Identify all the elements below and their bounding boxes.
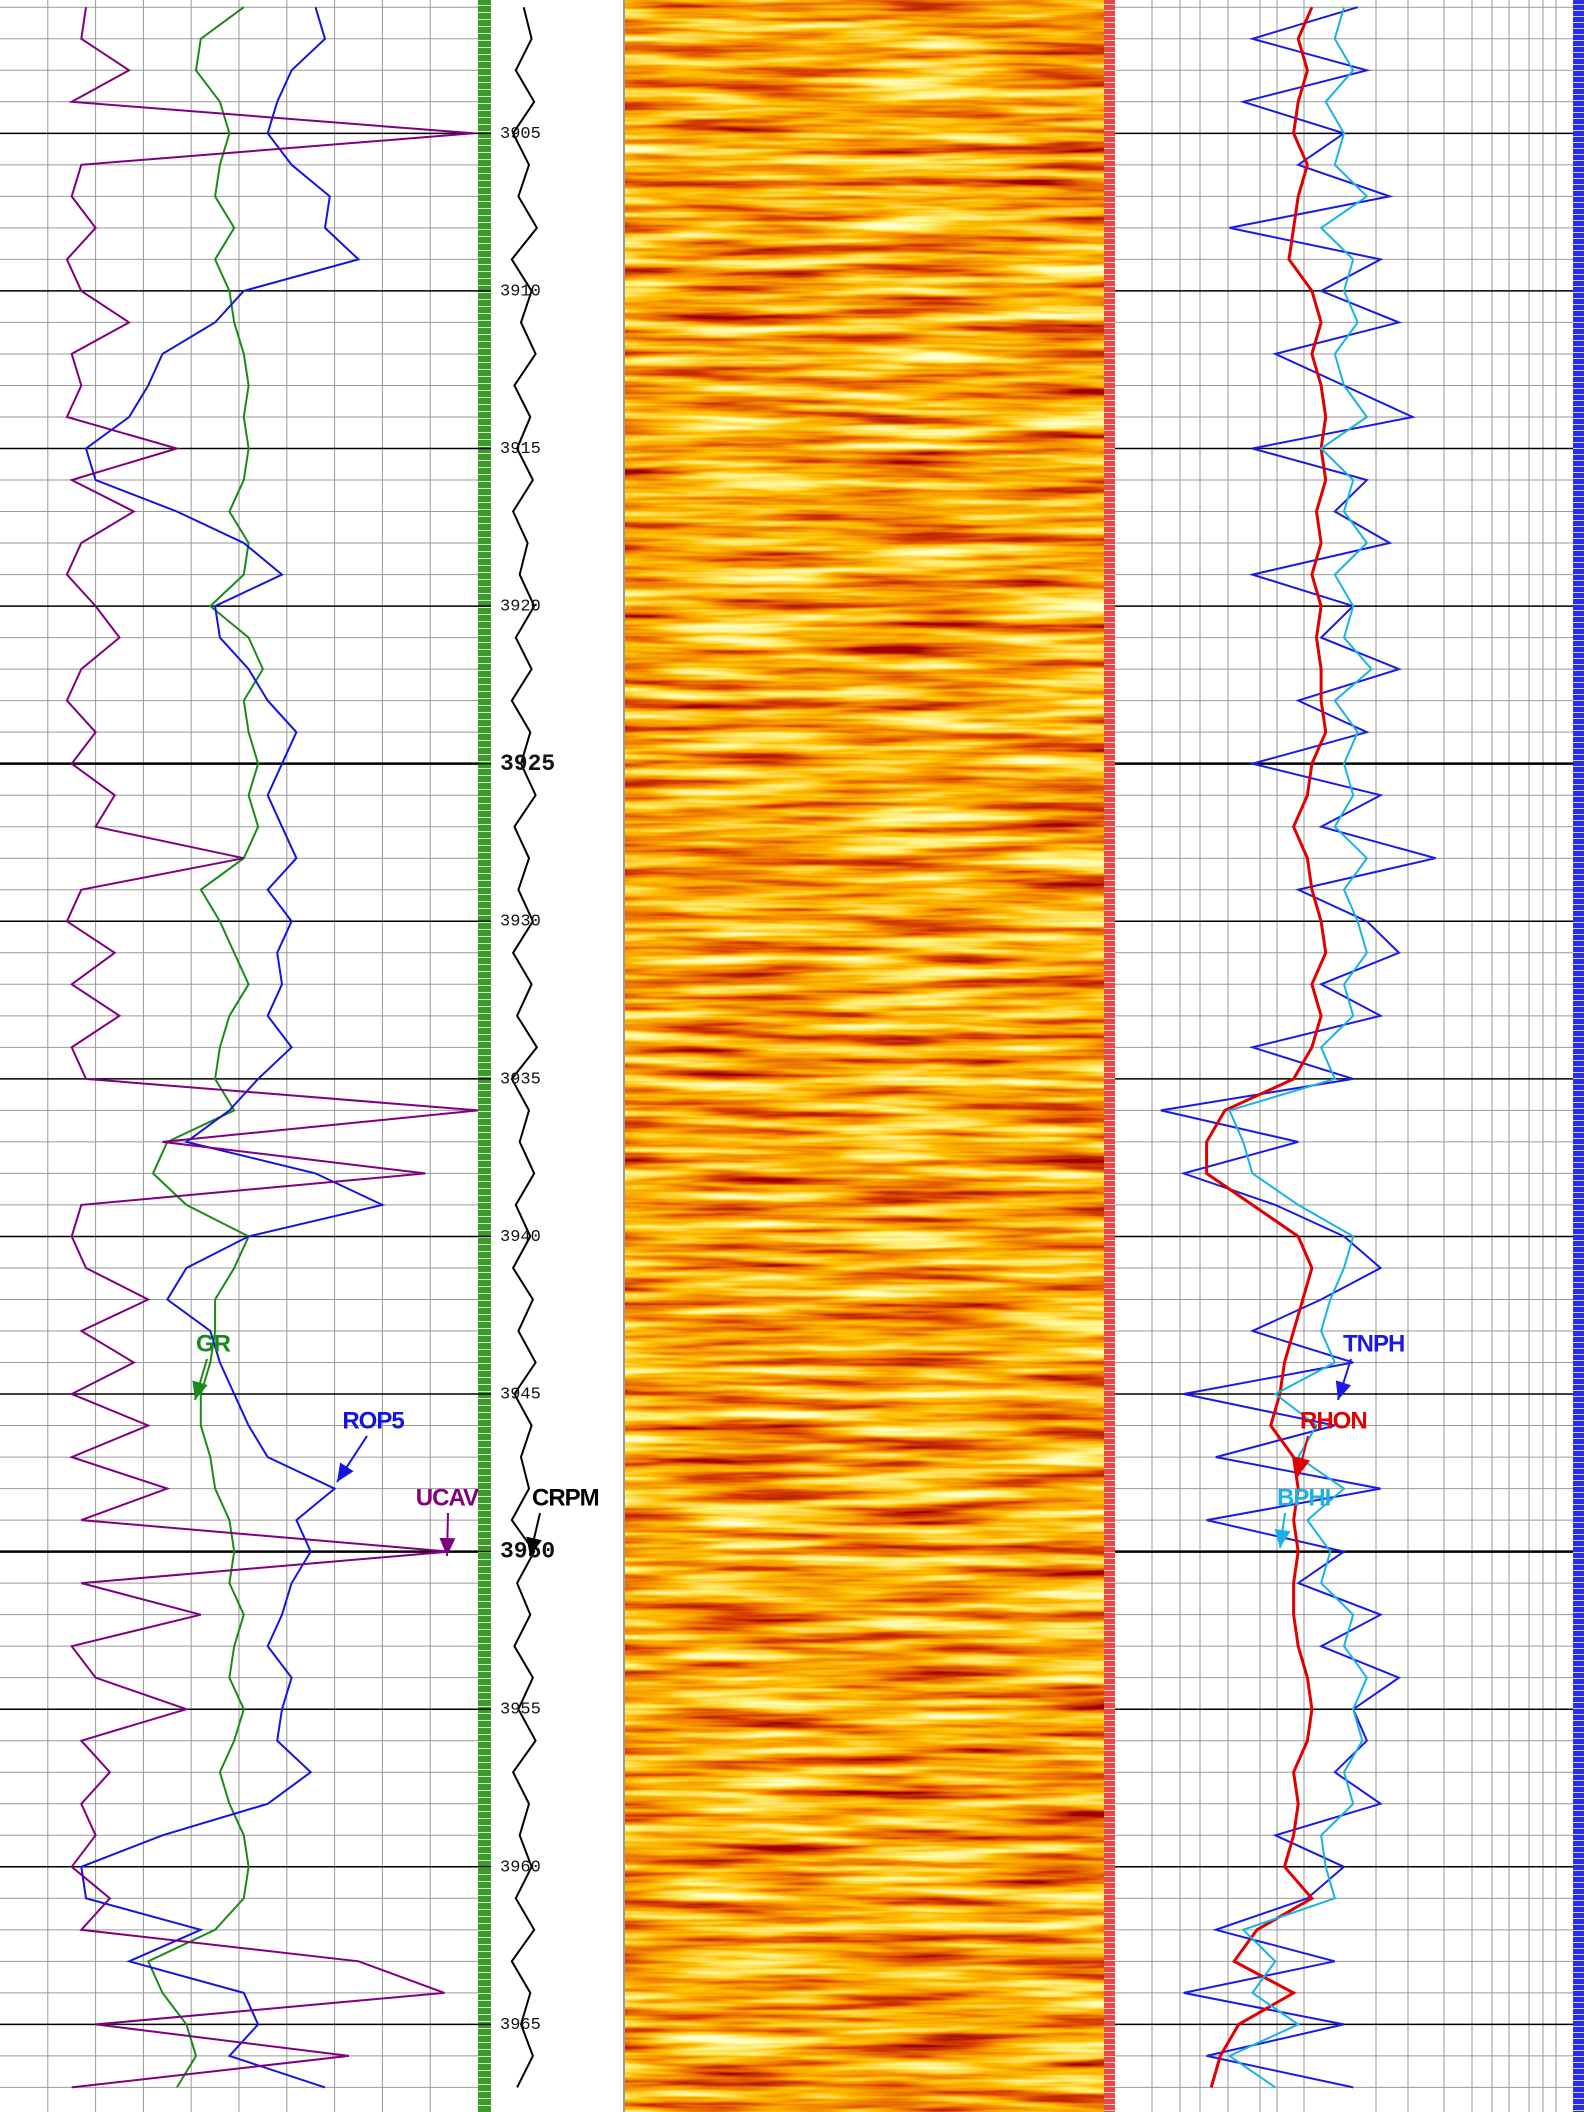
log-curve (1160, 6, 1436, 2089)
curve-label: UCAV (416, 1484, 479, 1511)
arrow-head (439, 1537, 456, 1556)
curve-label: ROP5 (342, 1407, 404, 1434)
log-curve (510, 6, 539, 2088)
depth-label: 3915 (500, 440, 541, 459)
depth-label: 3935 (500, 1070, 541, 1089)
curve-label: BPHI (1277, 1484, 1331, 1511)
flag-strip (1104, 0, 1115, 2112)
curve-label: RHON (1300, 1407, 1367, 1434)
arrow-head (1274, 1529, 1291, 1548)
arrow-head (337, 1462, 354, 1482)
depth-label: 3945 (500, 1386, 541, 1405)
arrow-head (1335, 1380, 1352, 1400)
curves (65, 6, 1436, 2089)
flag-strip (1573, 0, 1584, 2112)
log-curve (146, 6, 265, 2088)
log-curve (1205, 6, 1328, 2088)
depth-label: 3910 (500, 282, 541, 301)
arrow-head (526, 1536, 542, 1556)
depth-label: 3960 (500, 1858, 541, 1877)
depth-label: 3905 (500, 125, 541, 144)
depth-label: 3920 (500, 598, 541, 617)
arrow-head (192, 1380, 208, 1400)
curve-label: TNPH (1343, 1330, 1404, 1357)
curve-label: GR (196, 1330, 231, 1357)
log-curve (65, 7, 479, 2089)
depth-label: 3925 (500, 751, 555, 777)
depth-label: 3955 (500, 1701, 541, 1720)
arrow-head (1294, 1456, 1311, 1476)
log-curve (1227, 6, 1373, 2089)
depth-label: 3965 (500, 2016, 541, 2035)
labels: 3905391039153920392539303935394039453950… (192, 125, 1405, 2035)
log-curve (80, 6, 386, 2089)
depth-label: 3930 (500, 913, 541, 932)
flag-strip (478, 0, 491, 2112)
curve-label: CRPM (532, 1484, 599, 1511)
depth-label: 3940 (500, 1228, 541, 1247)
image-track (624, 0, 1104, 2112)
